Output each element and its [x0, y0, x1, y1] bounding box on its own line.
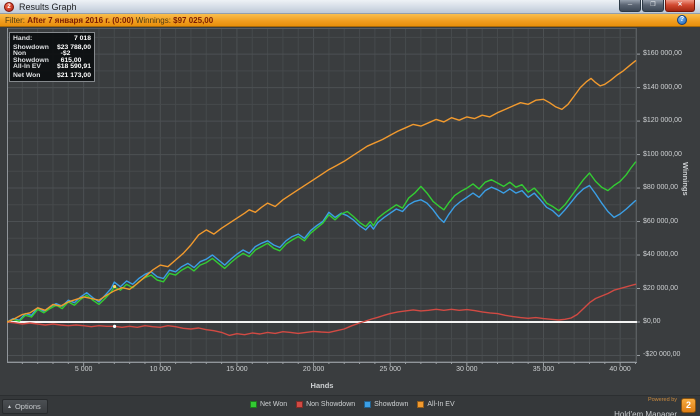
y-axis-label: $60 000,00	[643, 217, 679, 225]
legend-label: Net Won	[260, 401, 288, 408]
tooltip-row: Hand: 7 018	[10, 34, 94, 43]
marker-dot	[112, 324, 117, 328]
hm2-badge-icon: 2	[681, 398, 696, 413]
bottom-bar: ▲ Options Net Won Non Showdown Showdown All…	[0, 395, 700, 416]
x-axis-label: 30 000	[456, 366, 478, 373]
tooltip-label: Showdown	[13, 44, 49, 52]
collapse-arrow-icon: ▲	[7, 403, 12, 410]
tooltip-value: $23 788,00	[56, 44, 91, 52]
winnings-label: Winnings:	[133, 15, 174, 25]
stats-tooltip: Hand: 7 018 Showdown $23 788,00 Non Showdown…	[9, 32, 95, 82]
maximize-button[interactable]: ❐	[642, 0, 664, 12]
y-axis-label: $40 000,00	[643, 251, 679, 259]
tooltip-row: All-In EV $18 590,91	[10, 62, 94, 71]
tooltip-value: 7 018	[73, 35, 91, 43]
tooltip-label: All-In EV	[13, 62, 41, 70]
tooltip-label: Non Showdown	[13, 49, 49, 64]
y-axis-label: $120 000,00	[643, 117, 682, 125]
legend-item[interactable]: Showdown	[364, 401, 408, 408]
series-group	[7, 60, 637, 337]
powered-by-label: Powered by	[647, 397, 677, 403]
tooltip-label: Hand:	[13, 35, 33, 43]
legend-swatch-icon	[364, 401, 372, 408]
y-axis-label: $0,00	[643, 317, 661, 325]
plot-border	[7, 28, 637, 362]
legend-swatch-icon	[417, 401, 425, 408]
x-axis-label: 35 000	[532, 366, 555, 373]
x-axis-label: 5 000	[74, 366, 93, 373]
y-axis-label: $20 000,00	[643, 284, 679, 292]
filter-label: Filter:	[5, 15, 28, 25]
chart-legend: Net Won Non Showdown Showdown All-In EV	[250, 401, 455, 408]
legend-label: Non Showdown	[306, 401, 356, 408]
legend-swatch-icon	[296, 401, 304, 408]
x-axis-label: 10 000	[149, 366, 171, 373]
tooltip-label: Net Won	[13, 71, 41, 79]
tooltip-value: -$2 615,00	[60, 49, 82, 64]
tooltip-row: Non Showdown -$2 615,00	[10, 49, 94, 64]
filter-value: After 7 января 2016 г. (0:00)	[27, 15, 134, 25]
tooltip-row: Net Won $21 173,00	[10, 71, 94, 80]
x-axis-label: 20 000	[302, 366, 325, 373]
x-axis-label: 15 000	[226, 366, 248, 373]
y-axis-label: $160 000,00	[643, 50, 682, 58]
marker-dot	[112, 284, 117, 289]
gridlines	[7, 28, 637, 362]
tooltip-value: $21 173,00	[56, 71, 91, 79]
series-all-in-ev	[7, 60, 637, 323]
minimize-button[interactable]: ─	[619, 0, 641, 12]
series-showdown	[7, 184, 637, 323]
legend-item[interactable]: Net Won	[250, 401, 287, 408]
options-label: Options	[14, 402, 41, 411]
winnings-value: $97 025,00	[173, 15, 214, 25]
tooltip-row: Showdown $23 788,00	[10, 43, 94, 52]
y-axis-label: -$20 000,00	[643, 351, 681, 359]
help-icon[interactable]: ?	[677, 15, 687, 25]
x-axis-label: 40 000	[609, 366, 631, 373]
close-button[interactable]: ✕	[665, 0, 695, 12]
series-non-showdown	[7, 283, 637, 337]
legend-swatch-icon	[250, 401, 257, 408]
axis-ticks	[21, 53, 640, 366]
powered-by-block: Powered by Hold'em Manager	[614, 397, 677, 416]
tooltip-value: $18 590,91	[56, 62, 91, 70]
window-controls: ─ ❐ ✕	[619, 0, 695, 12]
y-axis-label: $100 000,00	[643, 150, 682, 158]
legend-item[interactable]: Non Showdown	[296, 401, 355, 408]
y-axis-label: $140 000,00	[643, 83, 682, 91]
hm2-app-icon: 2	[4, 1, 14, 12]
legend-label: Showdown	[374, 401, 409, 408]
y-axis-label: $80 000,00	[643, 184, 679, 192]
x-axis-title: Hands	[310, 381, 334, 390]
options-button[interactable]: ▲ Options	[2, 399, 48, 414]
x-axis-label: 25 000	[379, 366, 401, 373]
legend-label: All-In EV	[427, 401, 455, 408]
brand-label: Hold'em Manager	[614, 409, 677, 416]
window-titlebar: 2 Results Graph ─ ❐ ✕	[0, 0, 700, 14]
series-net-won	[7, 161, 637, 323]
filter-bar[interactable]: Filter: After 7 января 2016 г. (0:00) Wi…	[0, 14, 700, 27]
legend-item[interactable]: All-In EV	[417, 401, 455, 408]
y-axis-title: Winnings	[681, 162, 690, 196]
window-title: Results Graph	[19, 1, 77, 12]
